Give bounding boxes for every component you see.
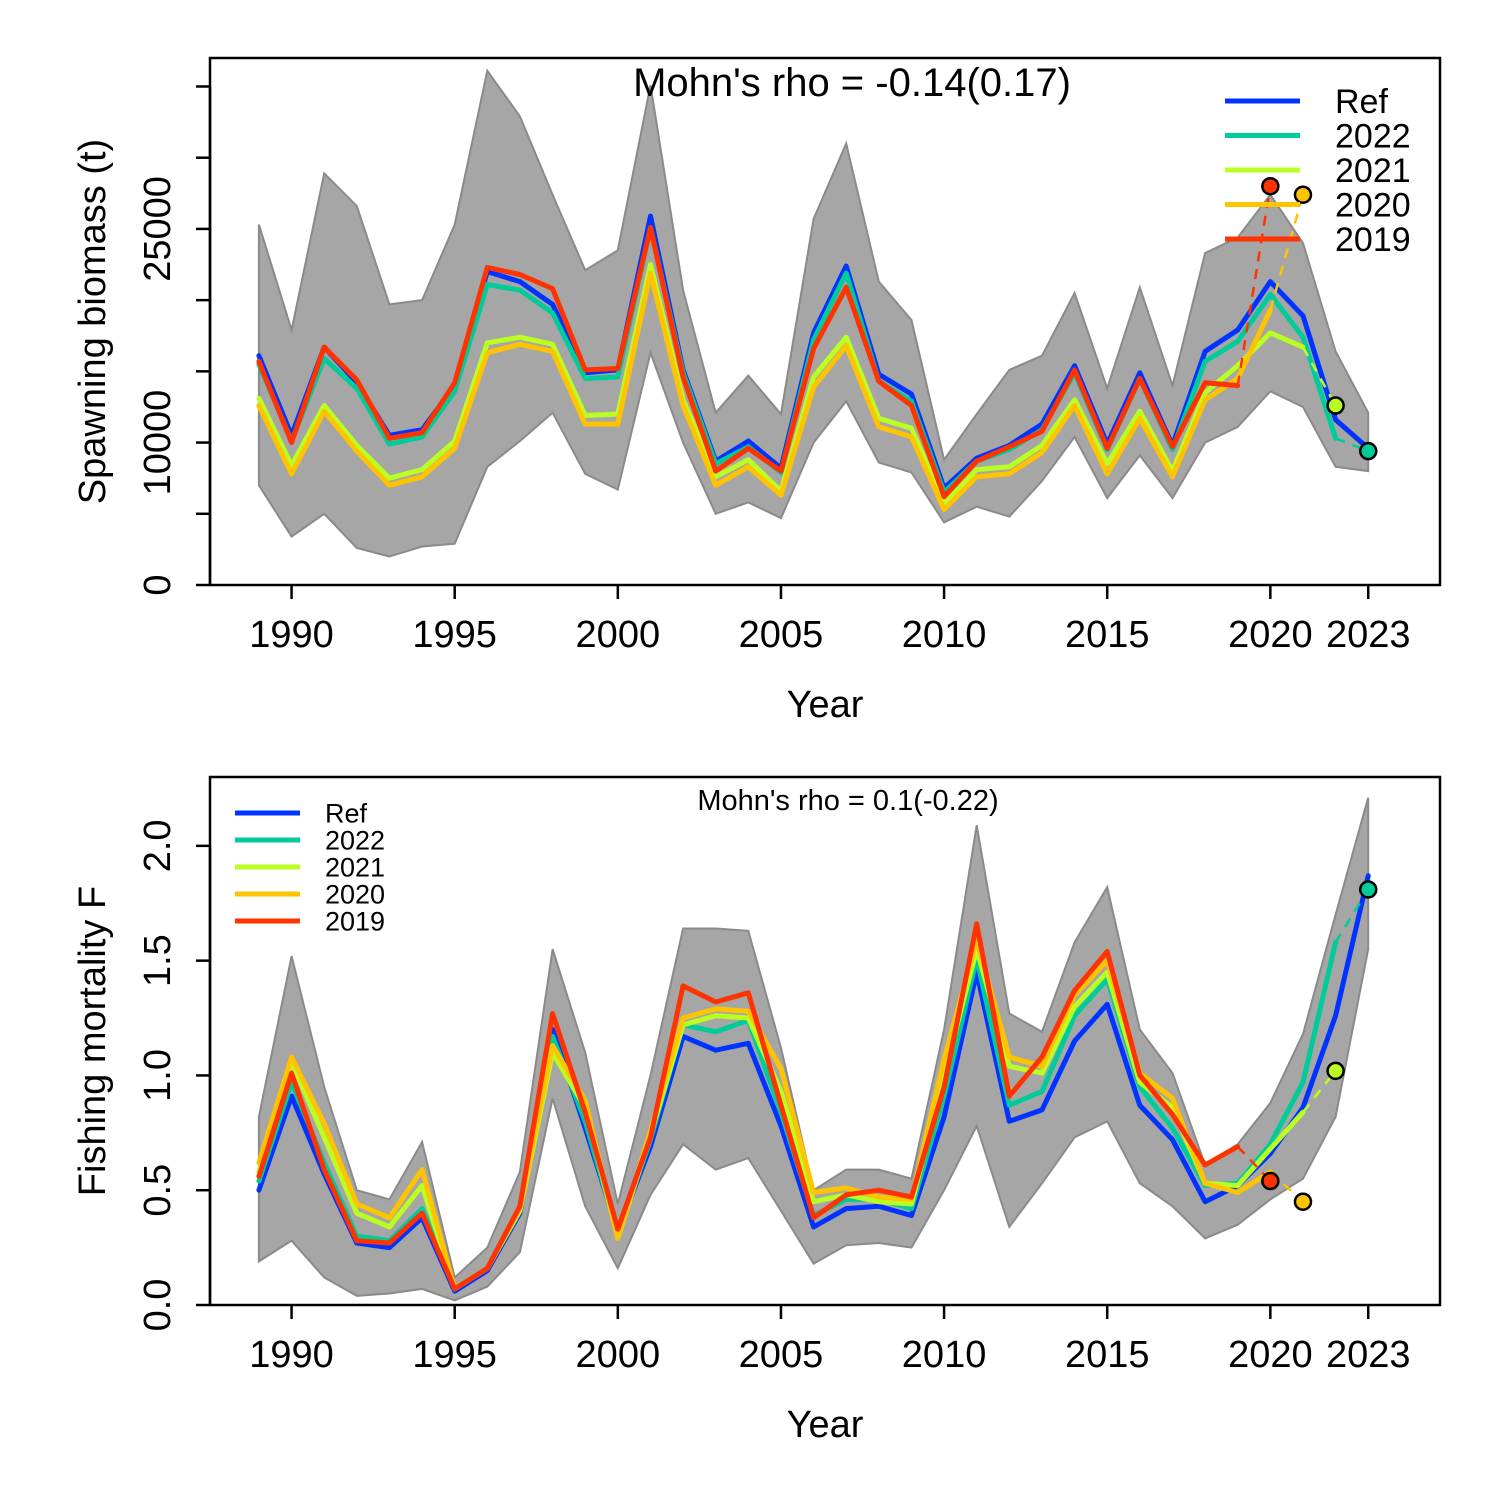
x-axis-title: Year	[787, 1404, 864, 1446]
x-tick-label: 2023	[1326, 1334, 1411, 1376]
x-tick-label: 2020	[1228, 1334, 1313, 1376]
legend-label-Ref: Ref	[1335, 83, 1388, 121]
projection-point-2022	[1358, 441, 1378, 461]
projection-line-2021	[1301, 346, 1337, 407]
mohns-rho-title: Mohn's rho = -0.14(0.17)	[633, 61, 1071, 105]
x-tick-label: 1990	[249, 1334, 334, 1376]
x-tick-label: 2023	[1326, 614, 1411, 656]
legend-label-Ref: Ref	[325, 799, 368, 829]
series-line-2019	[256, 225, 1241, 500]
x-tick-label: 1990	[249, 614, 334, 656]
legend-label-2021: 2021	[1335, 152, 1411, 190]
x-tick-label: 2005	[739, 614, 824, 656]
projection-line-2022	[1335, 437, 1369, 453]
x-tick-label: 2020	[1228, 614, 1313, 656]
x-tick-label: 2005	[739, 1334, 824, 1376]
series-line-2021	[256, 946, 1306, 1292]
legend-label-2022: 2022	[325, 826, 385, 856]
mohns-rho-title: Mohn's rho = 0.1(-0.22)	[697, 785, 998, 817]
series-line-2020	[256, 937, 1273, 1292]
projection-point-2020	[1293, 185, 1313, 204]
projection-point-2022	[1358, 880, 1378, 899]
y-tick-label: 1.0	[137, 1049, 179, 1102]
projection-point-2019	[1261, 1171, 1280, 1191]
series-line-2019	[256, 921, 1241, 1292]
projection-point-2020	[1293, 1192, 1313, 1211]
y-tick-label: 0.5	[137, 1164, 179, 1217]
x-axis-title: Year	[787, 684, 864, 726]
projection-line-2020	[1269, 194, 1305, 311]
legend-label-2020: 2020	[1335, 187, 1411, 225]
x-tick-label: 2015	[1065, 614, 1150, 656]
x-tick-label: 2010	[902, 614, 987, 656]
projection-point-2021	[1326, 396, 1345, 415]
legend-label-2022: 2022	[1335, 118, 1411, 156]
projection-line-2019	[1236, 185, 1272, 386]
y-tick-label: 25000	[137, 176, 179, 282]
x-tick-label: 1995	[412, 1334, 497, 1376]
legend-label-2020: 2020	[325, 880, 385, 910]
projection-point-2019	[1261, 176, 1280, 196]
x-tick-label: 2000	[576, 1334, 661, 1376]
y-tick-label: 0	[137, 574, 179, 595]
y-tick-label: 10000	[137, 390, 179, 496]
legend-label-2021: 2021	[325, 853, 385, 883]
x-tick-label: 2000	[576, 614, 661, 656]
series-line-2020	[256, 270, 1273, 512]
x-tick-label: 1995	[412, 614, 497, 656]
x-tick-label: 2015	[1065, 1334, 1150, 1376]
legend-label-2019: 2019	[1335, 221, 1411, 259]
projection-point-2021	[1326, 1061, 1345, 1081]
y-tick-label: 1.5	[137, 934, 179, 987]
confidence-band	[257, 797, 1370, 1302]
ssb-panel: 1990 1995 2000 2005 2010 2015 2020 2023 0 10000 25…	[72, 56, 1442, 726]
y-axis-title: Fishing mortality F	[72, 886, 114, 1196]
y-tick-label: 2.0	[137, 819, 179, 872]
legend-label-2019: 2019	[325, 907, 385, 937]
y-axis-title: Spawning biomass (t)	[72, 139, 114, 504]
fishing-mortality-panel: 1990 1995 2000 2005 2010 2015 2020 2023 0.0 0.5 1.…	[72, 775, 1442, 1446]
x-tick-label: 2010	[902, 1334, 987, 1376]
y-tick-label: 0.0	[137, 1279, 179, 1332]
